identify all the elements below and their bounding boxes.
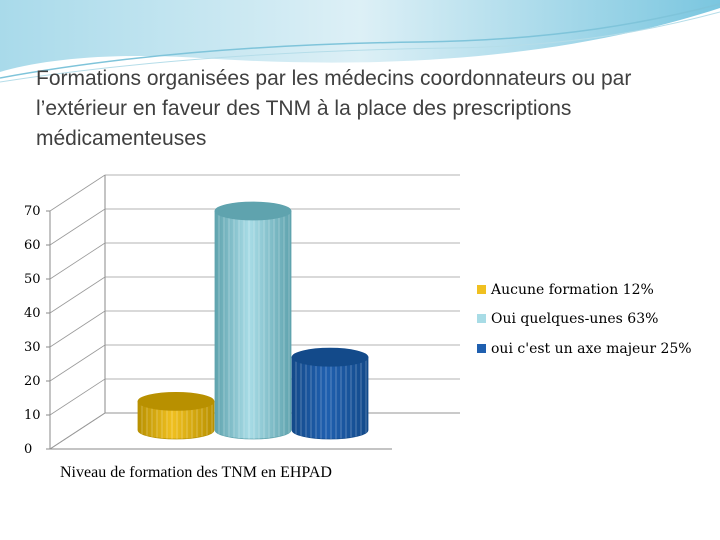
gridline-diagonal (49, 242, 106, 280)
gridline-diagonal (49, 344, 106, 382)
legend-swatch (477, 344, 486, 353)
y-tick-label: 70 (24, 204, 41, 219)
legend-swatch (477, 314, 486, 323)
legend-label: Aucune formation 12% (490, 282, 654, 298)
legend-label: Oui quelques-unes 63% (491, 311, 658, 327)
bar (291, 347, 369, 440)
gridline-diagonal (49, 174, 106, 212)
bar-body (137, 401, 215, 440)
x-category-label: Niveau de formation des TNM en EHPAD (60, 464, 332, 481)
gridline-diagonal (49, 310, 106, 348)
bar-top (291, 347, 369, 367)
y-tick-label: 0 (24, 442, 32, 457)
gridline-diagonal (49, 208, 106, 246)
bar (214, 201, 292, 440)
y-tick-label: 10 (24, 408, 41, 423)
y-tick-label: 40 (24, 306, 41, 321)
page-title: Formations organisées par les médecins c… (36, 67, 632, 150)
y-tick-label: 20 (24, 374, 41, 389)
bar-body (291, 356, 369, 440)
y-tick-label: 60 (24, 238, 41, 253)
legend-label: oui c'est un axe majeur 25% (491, 341, 692, 357)
y-tick-label: 30 (24, 340, 41, 355)
bar (137, 391, 215, 440)
bar-body (214, 210, 292, 440)
gridline-diagonal (49, 276, 106, 314)
y-tick-label: 50 (24, 272, 41, 287)
gridline-diagonal (49, 378, 106, 416)
bar-top (137, 391, 215, 411)
gridline-diagonal (49, 412, 106, 450)
legend-swatch (477, 285, 486, 294)
bar-top (214, 201, 292, 221)
decorative-wave-banner (0, 0, 720, 83)
